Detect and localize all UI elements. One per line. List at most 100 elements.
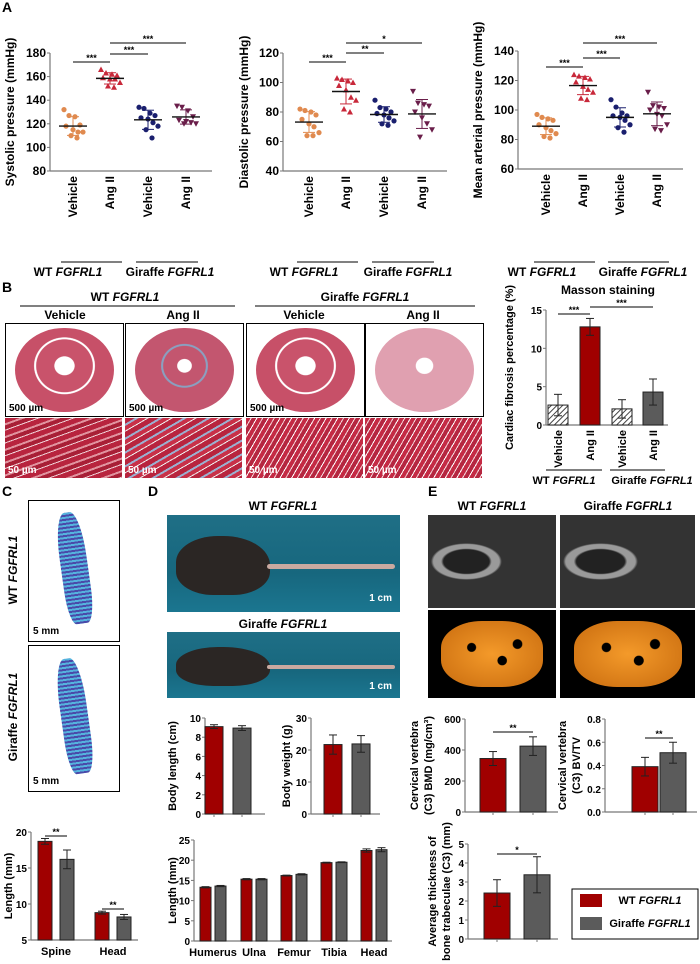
category-label: Vehicle [66, 176, 80, 218]
category-label: Ang II [576, 174, 590, 207]
y-tick-label: 0.2 [587, 785, 601, 796]
y-axis-label: Systolic pressure (mmHg) [3, 38, 17, 187]
legend-gene: FGFRL1 [648, 918, 691, 930]
bar [199, 886, 212, 942]
data-point [149, 135, 155, 141]
bar [232, 727, 252, 815]
data-point [334, 75, 340, 81]
data-point [297, 106, 303, 112]
data-point [615, 125, 621, 131]
data-point [117, 79, 123, 85]
significance-label: *** [569, 305, 580, 315]
bar [519, 745, 547, 813]
category-label: Ang II [339, 176, 353, 209]
data-point [98, 66, 104, 73]
bar [204, 726, 224, 815]
significance-label: *** [124, 45, 135, 55]
data-point [541, 133, 547, 140]
skeleton-giraffe: 5 mm [28, 645, 120, 792]
bar [280, 875, 293, 942]
genotype-prefix: WT [458, 499, 477, 513]
data-point [336, 82, 342, 88]
treatment-header: Ang II [166, 308, 199, 322]
legend-swatch [580, 894, 602, 907]
data-point [590, 89, 596, 95]
category-label: Ang II [648, 430, 660, 461]
significance-label: *** [616, 298, 627, 308]
legend-label: Giraffe FGFRL1 [609, 918, 690, 930]
data-point [372, 97, 378, 103]
heart-section-giraffe-angii [365, 323, 484, 417]
significance-label: * [515, 845, 519, 855]
group-label: WT FGFRL1 [270, 265, 339, 279]
y-tick-label: 160 [26, 70, 46, 84]
data-point [645, 89, 651, 96]
bar [351, 743, 371, 815]
group-label: WT FGFRL1 [34, 265, 103, 279]
heart-cross-section-image [15, 327, 114, 413]
data-point [155, 123, 161, 129]
data-point [188, 120, 194, 126]
treatment-header: Ang II [406, 308, 439, 322]
data-point [652, 126, 658, 133]
y-axis-label: Length (mm) [167, 857, 179, 924]
data-point [100, 74, 106, 81]
y-tick-label: 0 [195, 810, 201, 821]
treatment-header: Vehicle [283, 308, 325, 322]
photo-wt-title: WT FGFRL1 [249, 499, 318, 513]
heart-section-giraffe-vehicle: 500 µm [246, 323, 365, 417]
y-tick-label: 4 [458, 859, 464, 870]
bar [479, 758, 507, 813]
data-point [424, 121, 430, 127]
y-tick-label: 20 [296, 746, 308, 757]
y-tick-label: 0 [455, 808, 461, 819]
data-point [353, 97, 359, 103]
group-label: WT FGFRL1 [533, 475, 596, 487]
bar [59, 858, 75, 941]
data-point [152, 112, 158, 119]
treatment-header: Vehicle [44, 308, 86, 322]
y-tick-label: 15 [179, 876, 191, 887]
significance-label: *** [615, 34, 626, 44]
group-label: WT FGFRL1 [508, 265, 577, 279]
gene-name: FGFRL1 [271, 499, 318, 513]
y-tick-label: 0 [184, 937, 190, 948]
data-point [619, 110, 625, 116]
y-tick-label: 60 [501, 162, 515, 176]
histology-giraffe-vehicle: 50 µm [246, 418, 363, 478]
y-tick-label: 15 [531, 306, 543, 317]
genotype-prefix: Giraffe [584, 499, 623, 513]
significance-label: ** [509, 723, 517, 733]
ct-slice-giraffe [560, 515, 695, 608]
category-label: Head [361, 947, 388, 959]
data-point [587, 76, 593, 82]
scale-bar-label: 50 µm [249, 465, 278, 476]
mouse-body [176, 536, 270, 595]
legend-label: WT FGFRL1 [619, 895, 682, 907]
gene-name: FGFRL1 [168, 265, 215, 279]
data-point [573, 78, 579, 85]
y-tick-label: 60 [266, 135, 280, 149]
data-point [391, 118, 397, 124]
category-label: Ulna [242, 947, 267, 959]
y-tick-label: 140 [26, 93, 46, 107]
y-axis-label: bone trabeculae (C3) (mm) [441, 822, 453, 961]
heart-cross-section-image [135, 327, 234, 413]
data-point [622, 117, 628, 123]
y-tick-label: 20 [16, 828, 28, 839]
data-point [548, 128, 554, 134]
genotype-prefix: WT [34, 265, 53, 279]
y-tick-label: 5 [536, 383, 542, 394]
significance-label: *** [86, 53, 97, 63]
significance-label: ** [655, 729, 663, 739]
data-point [316, 130, 322, 136]
y-axis-label: Cervical vertebra [409, 720, 421, 810]
scale-bar-label: 50 µm [368, 465, 397, 476]
bar [323, 744, 343, 815]
y-tick-label: 10 [190, 714, 202, 725]
category-label: Vehicle [141, 176, 155, 218]
y-axis-label: Mean arterial pressure (mmHg) [471, 22, 485, 199]
y-tick-label: 20 [179, 856, 191, 867]
data-point [313, 112, 319, 118]
